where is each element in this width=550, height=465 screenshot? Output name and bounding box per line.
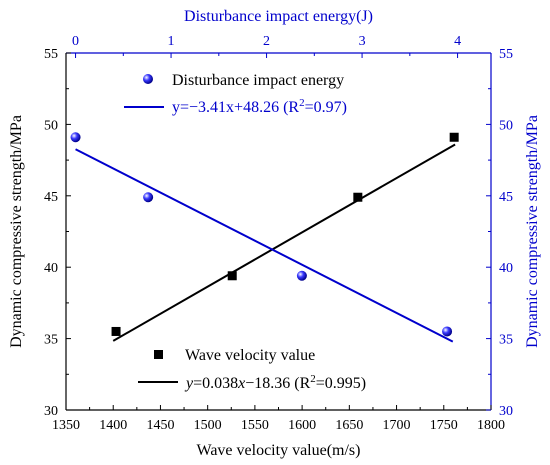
fit-label-superscript: 2 (299, 97, 305, 109)
impact-energy-point (442, 326, 453, 337)
impact-energy-point (143, 192, 154, 203)
right-tick-label: 50 (499, 118, 513, 133)
left-tick-label: 35 (44, 333, 58, 348)
top-tick-label: 2 (263, 34, 270, 49)
bottom-tick-label: 1400 (99, 418, 127, 433)
fit-label-part: =0.038 (193, 375, 238, 392)
fit-label-part: x (237, 375, 245, 392)
right-tick-label: 35 (499, 333, 513, 348)
top-axis-title: Disturbance impact energy(J) (184, 8, 373, 25)
bottom-tick-label: 1700 (383, 418, 411, 433)
left-tick-label: 50 (44, 118, 58, 133)
bottom-tick-label: 1800 (477, 418, 505, 433)
right-tick-label: 55 (499, 47, 513, 62)
fit-label-part: =0.97) (305, 99, 347, 116)
right-tick-label: 45 (499, 190, 513, 205)
impact-energy-point (296, 270, 307, 281)
wave-velocity-point (227, 271, 237, 281)
bottom-tick-label: 1500 (194, 418, 222, 433)
legend-velocity-fit-label: y=0.038x−18.36 (R2=0.995) (184, 373, 366, 392)
left-tick-label: 55 (44, 47, 58, 62)
top-tick-label: 3 (359, 34, 366, 49)
bottom-tick-label: 1600 (288, 418, 316, 433)
legend-velocity-label: Wave velocity value (185, 347, 315, 364)
top-tick-label: 0 (72, 34, 79, 49)
fit-label-superscript: 2 (310, 373, 316, 385)
top-tick-label: 1 (168, 34, 175, 49)
fit-label-part: y=−3.41x+48.26 (R (172, 99, 299, 116)
bottom-tick-label: 1450 (146, 418, 174, 433)
wave-velocity-fit-line (112, 143, 456, 342)
bottom-tick-label: 1350 (52, 418, 80, 433)
left-tick-label: 40 (44, 261, 58, 276)
top-tick-label: 4 (454, 34, 461, 49)
bottom-tick-label: 1650 (335, 418, 363, 433)
legend-layer: Disturbance impact energy y=−3.41x+48.26 … (124, 72, 366, 392)
legend-energy-fit-label: y=−3.41x+48.26 (R2=0.97) (172, 97, 347, 116)
left-axis-title: Dynamic compressive strength/MPa (8, 115, 25, 348)
left-tick-label: 30 (44, 404, 58, 419)
fit-label-part: −18.36 (R (245, 375, 310, 392)
legend-energy-label: Disturbance impact energy (172, 72, 344, 89)
bottom-axis-title: Wave velocity value(m/s) (197, 442, 361, 459)
fit-label-part: y (184, 375, 194, 392)
impact-energy-point (70, 132, 81, 143)
series-layer (70, 132, 459, 343)
legend-velocity-marker (154, 350, 163, 359)
bottom-tick-label: 1750 (430, 418, 458, 433)
right-tick-label: 40 (499, 261, 513, 276)
right-tick-label: 30 (499, 404, 513, 419)
left-tick-label: 45 (44, 190, 58, 205)
right-axis-title: Dynamic compressive strength/MPa (524, 115, 541, 348)
fit-label-part: =0.995) (316, 375, 366, 392)
wave-velocity-point (449, 132, 459, 142)
legend-energy-marker (143, 74, 153, 84)
wave-velocity-point (353, 192, 363, 202)
wave-velocity-point (111, 326, 121, 336)
bottom-tick-label: 1550 (241, 418, 269, 433)
axes-layer: 1350 1400 1450 1500 1550 1600 1650 1700 1750 1800… (8, 8, 541, 459)
impact-energy-fit-line (75, 148, 454, 343)
